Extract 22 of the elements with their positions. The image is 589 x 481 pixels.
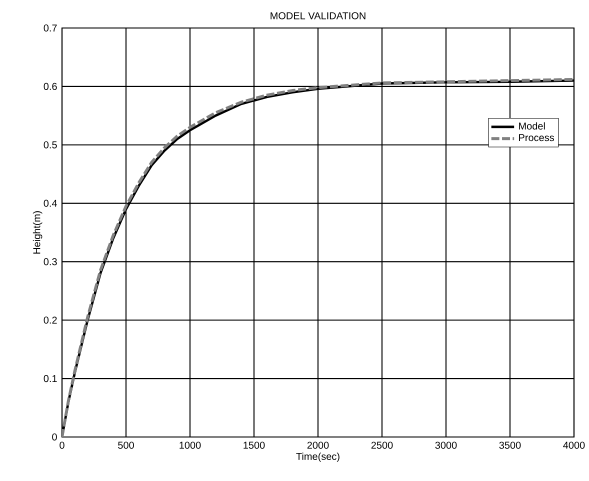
y-tick-label: 0.6: [44, 82, 57, 90]
x-tick-label: 2500: [371, 442, 393, 449]
y-tick-label: 0.2: [44, 316, 57, 324]
x-axis-title: Time(sec): [296, 452, 340, 462]
x-tick-label: 2000: [307, 442, 329, 449]
x-tick-label: 500: [118, 442, 134, 449]
y-tick-label: 0.7: [44, 24, 57, 32]
y-tick-label: 0.1: [44, 375, 57, 382]
y-tick-label: 0: [52, 433, 57, 441]
x-tick-label: 1000: [180, 442, 201, 449]
x-tick-label: 0: [60, 442, 64, 449]
y-tick-label: 0.3: [44, 258, 57, 266]
y-tick-label: 0.5: [44, 141, 57, 148]
x-tick-label: 1500: [244, 442, 265, 449]
legend-label: Model: [519, 122, 545, 130]
x-tick-label: 3000: [435, 442, 457, 449]
x-tick-label: 3500: [499, 442, 521, 449]
y-tick-label: 0.4: [44, 200, 58, 207]
y-axis-title: Height(m): [32, 211, 42, 254]
chart-title: MODEL VALIDATION: [270, 12, 366, 20]
x-tick-label: 4000: [563, 442, 585, 449]
legend-label: Process: [519, 134, 554, 142]
